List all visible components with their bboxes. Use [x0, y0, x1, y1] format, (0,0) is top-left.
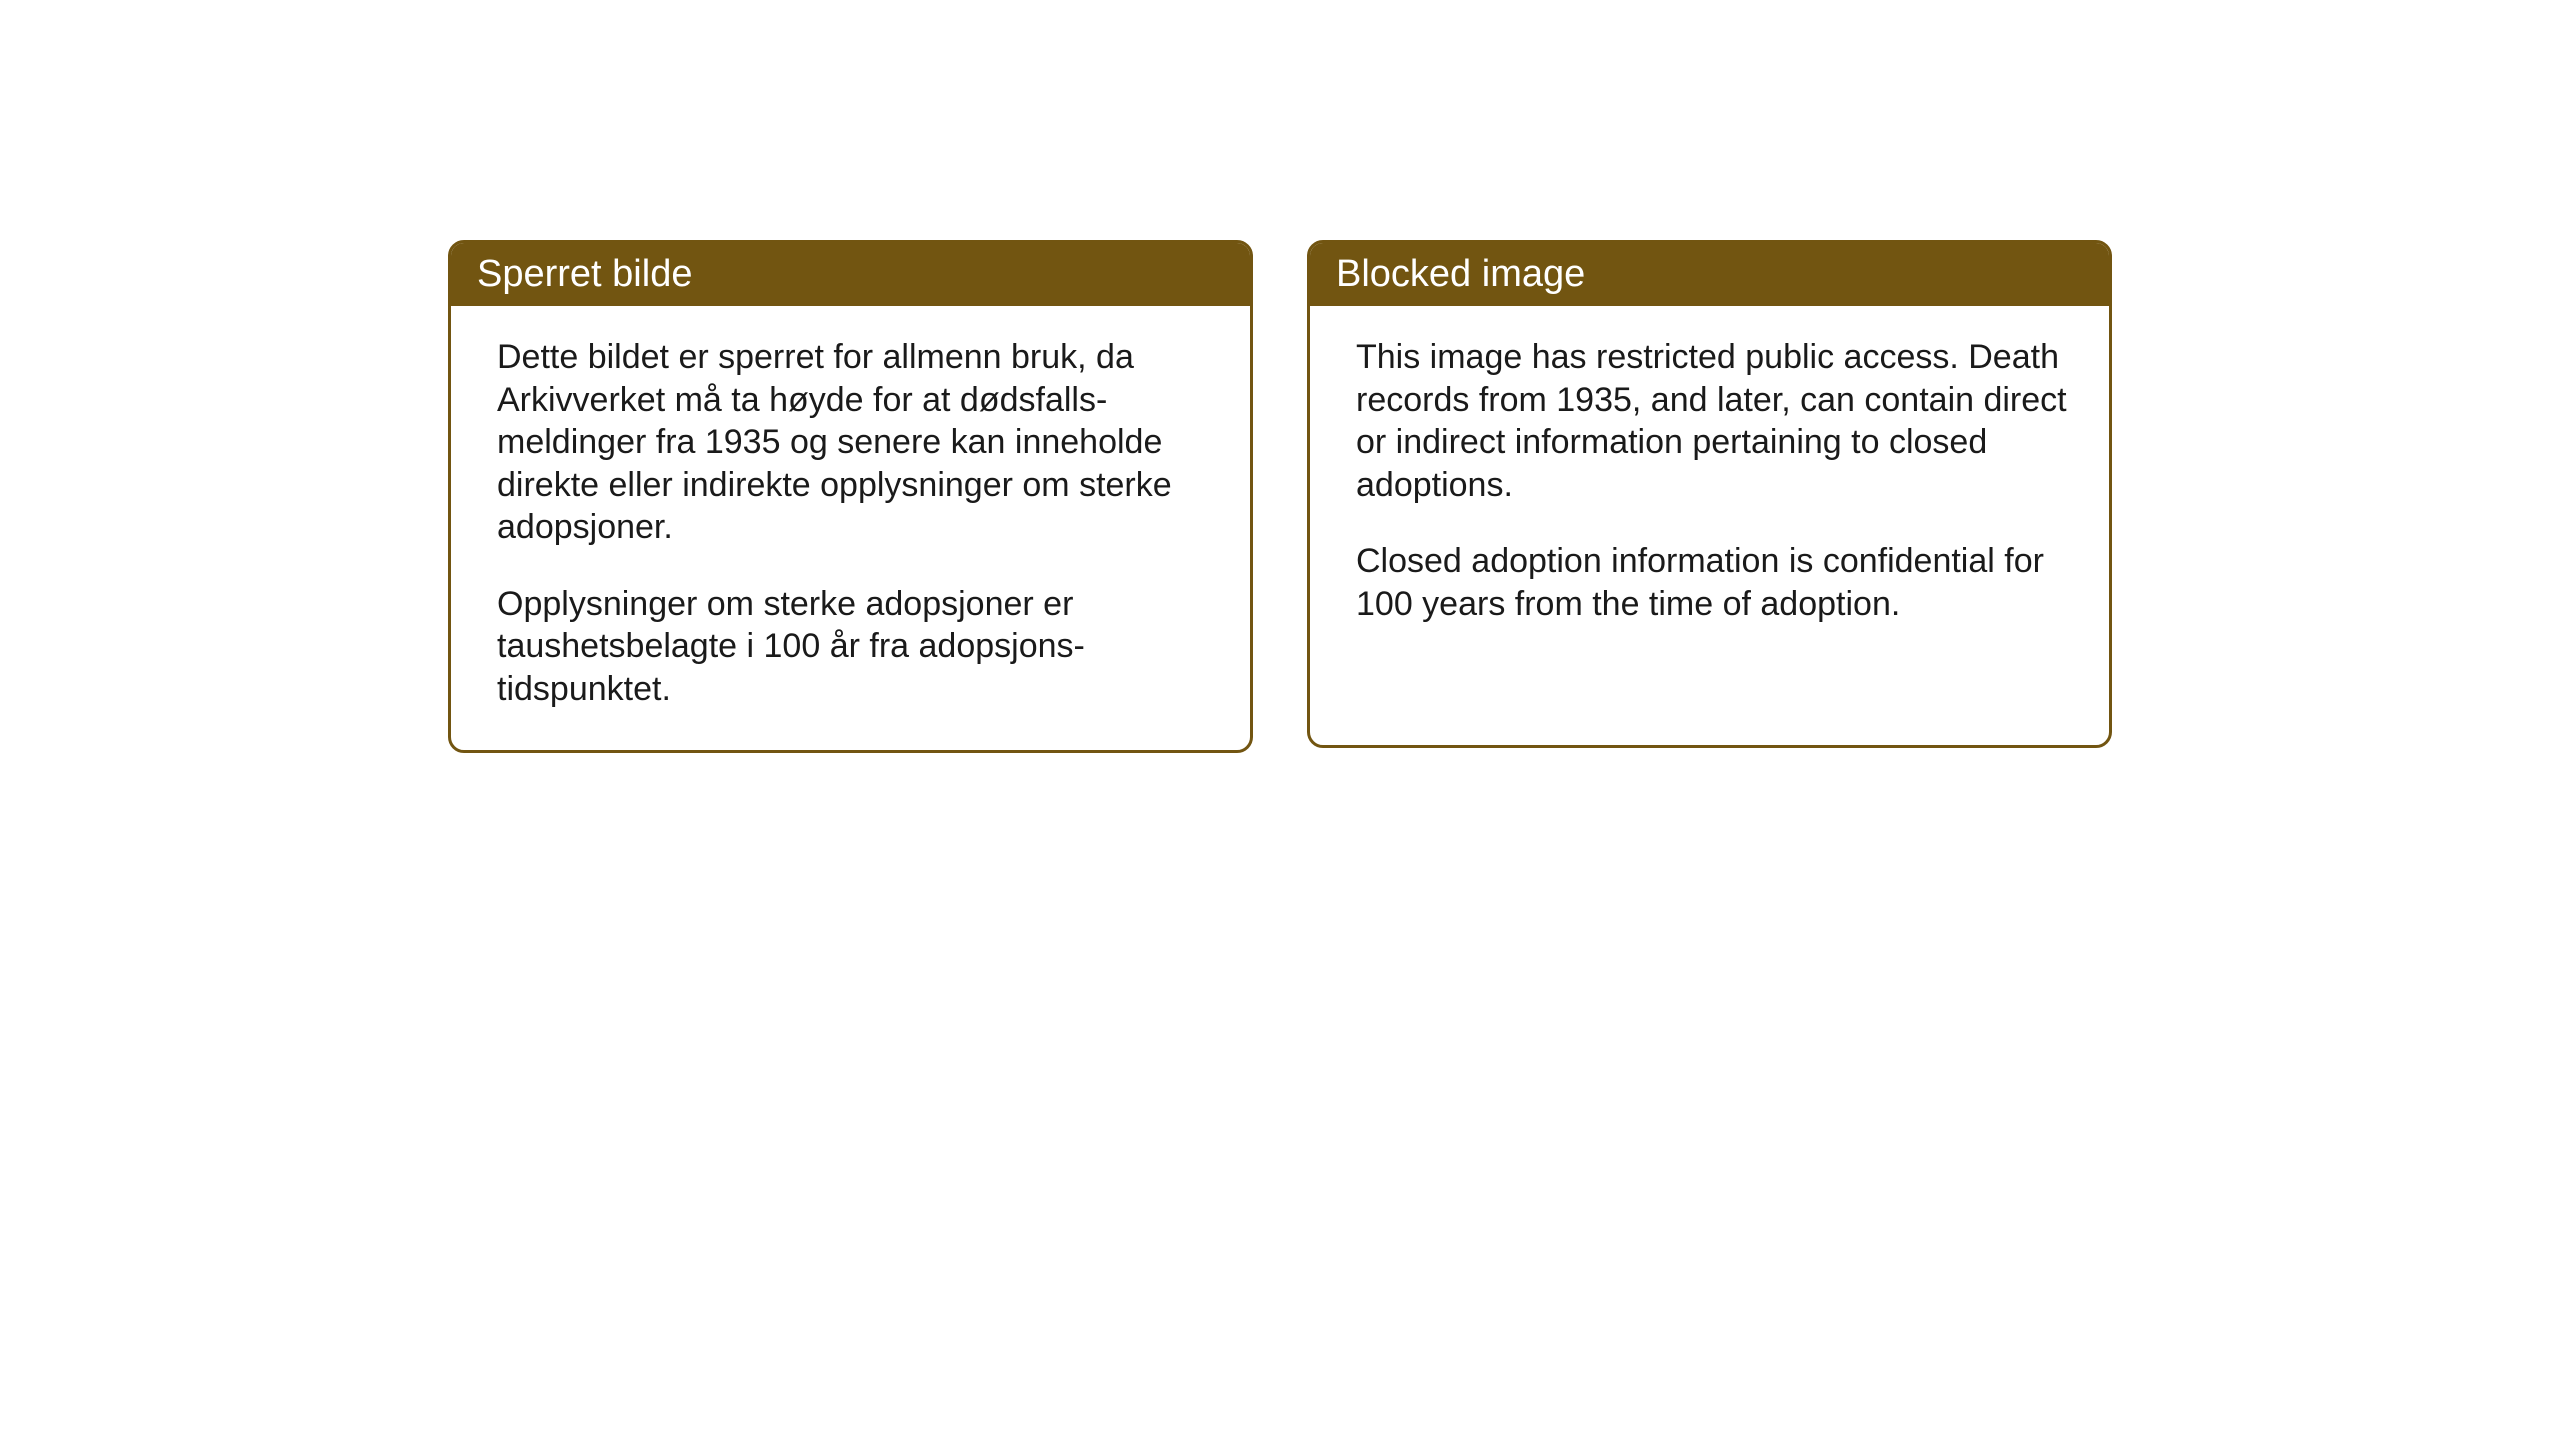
notice-card-norwegian: Sperret bilde Dette bildet er sperret fo…: [448, 240, 1253, 753]
notice-card-english: Blocked image This image has restricted …: [1307, 240, 2112, 748]
notice-container: Sperret bilde Dette bildet er sperret fo…: [0, 0, 2560, 753]
notice-paragraph-2-norwegian: Opplysninger om sterke adopsjoner er tau…: [497, 583, 1214, 711]
notice-paragraph-1-norwegian: Dette bildet er sperret for allmenn bruk…: [497, 336, 1214, 549]
notice-paragraph-2-english: Closed adoption information is confident…: [1356, 540, 2073, 625]
notice-header-english: Blocked image: [1310, 243, 2109, 306]
notice-body-english: This image has restricted public access.…: [1310, 306, 2109, 665]
notice-body-norwegian: Dette bildet er sperret for allmenn bruk…: [451, 306, 1250, 750]
notice-paragraph-1-english: This image has restricted public access.…: [1356, 336, 2073, 506]
notice-header-norwegian: Sperret bilde: [451, 243, 1250, 306]
